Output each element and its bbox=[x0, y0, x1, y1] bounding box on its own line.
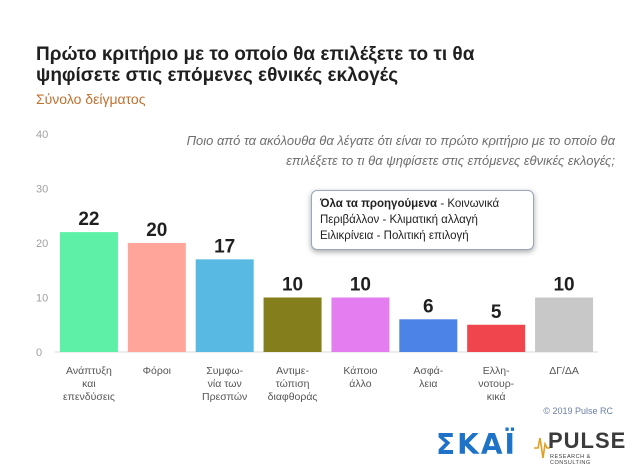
category-label: Ανάπτυξη και επενδύσεις bbox=[63, 365, 115, 403]
chart-subtitle: Σύνολο δείγματος bbox=[36, 91, 146, 107]
bar bbox=[195, 259, 254, 352]
category-label: Κάποιο άλλο bbox=[343, 365, 377, 390]
tooltip-bold-text: Όλα τα προηγούμενα bbox=[320, 198, 438, 210]
y-tick-label: 40 bbox=[36, 129, 48, 141]
data-label: 10 bbox=[282, 275, 303, 296]
category-label: Φόροι bbox=[143, 365, 172, 377]
survey-question: Ποιο από τα ακόλουθα θα λέγατε ότι είναι… bbox=[186, 133, 615, 168]
pulse-wave-icon bbox=[534, 437, 550, 459]
data-label: 5 bbox=[491, 302, 502, 323]
y-tick-label: 0 bbox=[36, 347, 42, 359]
data-label: 20 bbox=[146, 220, 167, 241]
other-answers-tooltip: Όλα τα προηγούμενα - Κοινωνικά Περιβάλλο… bbox=[311, 190, 534, 250]
category-label: Ελλη-νοτουρ-κικά bbox=[478, 365, 514, 403]
pulse-logo-name: PULSE bbox=[548, 428, 627, 453]
data-label: 10 bbox=[553, 275, 574, 296]
pulse-logo-tagline: RESEARCH & CONSULTING bbox=[550, 454, 591, 466]
bar bbox=[467, 324, 526, 352]
bar bbox=[535, 297, 594, 352]
tooltip-text: - Κοινωνικά Περιβάλλον - Κλιματική αλλαγ… bbox=[320, 198, 500, 242]
bar bbox=[263, 297, 322, 352]
category-label: Συμφω-νία των Πρεσπών bbox=[202, 365, 247, 403]
chart-title: Πρώτο κριτήριο με το οποίο θα επιλέξετε … bbox=[36, 44, 475, 86]
y-tick-label: 10 bbox=[36, 293, 48, 305]
data-label: 6 bbox=[423, 296, 434, 317]
data-label: 22 bbox=[78, 209, 99, 230]
bar bbox=[331, 297, 390, 352]
category-label: ΔΓ/ΔΑ bbox=[549, 365, 579, 377]
pulse-logo: PULSE RESEARCH & CONSULTING bbox=[534, 428, 628, 466]
bar bbox=[399, 319, 458, 352]
y-tick-label: 30 bbox=[36, 184, 48, 196]
data-label: 17 bbox=[214, 236, 235, 257]
copyright: © 2019 Pulse RC bbox=[543, 406, 613, 416]
bar bbox=[127, 243, 186, 352]
y-tick-label: 20 bbox=[36, 238, 48, 250]
data-label: 10 bbox=[350, 275, 371, 296]
bar bbox=[59, 232, 118, 352]
skai-logo: ΣΚΑΪ bbox=[436, 428, 517, 461]
category-label: Αντιμε-τώπιση διαφθοράς bbox=[268, 365, 318, 403]
category-label: Ασφά-λεια bbox=[413, 365, 443, 390]
